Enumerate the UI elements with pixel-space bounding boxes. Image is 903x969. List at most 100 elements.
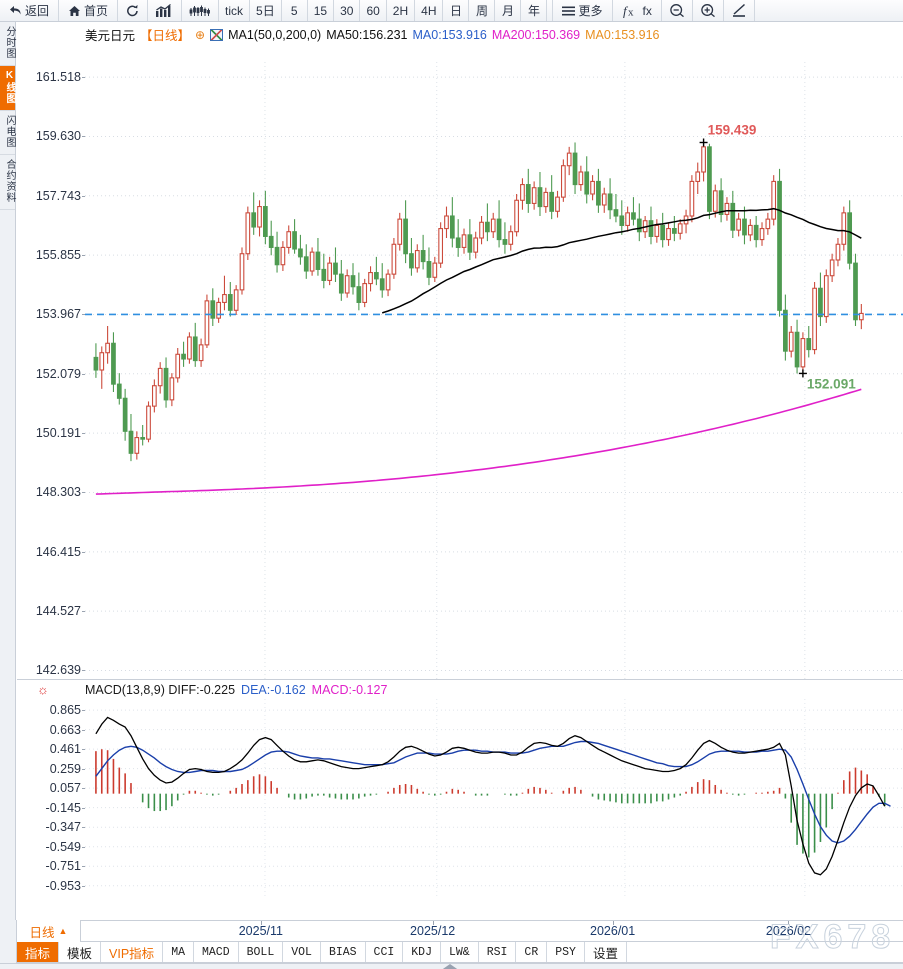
price-plot[interactable]: 159.439 152.091	[85, 42, 903, 679]
indicator-button-macd[interactable]: MACD	[194, 942, 239, 962]
indicator-button-boll[interactable]: BOLL	[239, 942, 284, 962]
macd-chart-svg	[85, 699, 903, 898]
period-year-button[interactable]: 年	[521, 0, 548, 21]
date-axis-tick: 2026/01	[590, 924, 636, 938]
macd-info-line: MACD(13,8,9) DIFF:-0.225 DEA:-0.162 MACD…	[85, 683, 387, 697]
date-tick-mark	[788, 921, 790, 925]
settings-sun-icon[interactable]: ☼	[37, 682, 49, 697]
svg-text:x: x	[628, 6, 634, 18]
period-week-button-label: 周	[475, 4, 488, 18]
period-5min-button[interactable]: 5	[281, 0, 308, 21]
zoom-in-button[interactable]	[692, 0, 724, 21]
sidebar-item-label: 合约资料	[4, 159, 15, 203]
ma-settings-icon[interactable]	[210, 28, 224, 41]
back-button-label: 返回	[25, 4, 50, 18]
period-30min-button-label: 30	[340, 3, 354, 18]
indicator-button-psy[interactable]: PSY	[547, 942, 585, 962]
macd-axis: 0.865 0.663 0.461 0.259 0.057 -0.145 -0.347 -0.…	[17, 681, 86, 920]
period-4h-button[interactable]: 4H	[415, 0, 444, 21]
tick-button[interactable]: tick	[219, 0, 251, 21]
period-15min-button[interactable]: 15	[307, 0, 335, 21]
indicator-button-rsi[interactable]: RSI	[479, 942, 517, 962]
candlestick-chart-button[interactable]	[148, 0, 183, 21]
symbol-period: 【日线】	[140, 29, 191, 43]
indicator-button-vip-[interactable]: VIP指标	[101, 942, 164, 962]
sidebar-item-2[interactable]: 闪电图	[0, 111, 15, 155]
more-button[interactable]: 更多	[553, 0, 613, 21]
indicator-button-ma[interactable]: MA	[163, 942, 194, 962]
draw-button[interactable]	[723, 0, 755, 21]
indicator-button-cr[interactable]: CR	[516, 942, 548, 962]
macd-panel: ☼ MACD(13,8,9) DIFF:-0.225 DEA:-0.162 MA…	[17, 681, 903, 920]
zoom-in-icon	[700, 3, 716, 18]
macd-axis-tick: -0.751	[45, 859, 86, 874]
indicator-button-kdj[interactable]: KDJ	[403, 942, 441, 962]
price-axis-tick: 155.855	[35, 248, 86, 263]
sidebar-item-0[interactable]: 分时图	[0, 22, 15, 66]
indicator-bar-filler	[627, 942, 903, 962]
symbol-name: 美元日元	[85, 29, 136, 43]
chart-area: 美元日元 【日线】 ⊕ MA1(50,0,200,0) MA50:156.231…	[17, 22, 903, 920]
home-button[interactable]: 首页	[59, 0, 119, 21]
svg-text:152.091: 152.091	[807, 376, 856, 391]
indicator-button--[interactable]: 模板	[59, 942, 102, 962]
left-sidebar: 分时图 K线图闪电图合约资料	[0, 22, 16, 920]
ma50-value: MA50:156.231	[326, 27, 408, 42]
more-button-label: 更多	[578, 4, 603, 18]
period-5day-button[interactable]: 5日	[250, 0, 282, 21]
bar-chart-icon	[155, 3, 174, 18]
sidebar-item-label: 闪电图	[4, 115, 15, 148]
indicator-chart-button[interactable]	[182, 0, 220, 21]
period-2h-button[interactable]: 2H	[386, 0, 416, 21]
indicator-button-label: 模板	[67, 946, 93, 961]
period-day-button[interactable]: 日	[443, 0, 470, 21]
zoom-out-button[interactable]	[661, 0, 693, 21]
macd-axis-tick: 0.663	[49, 722, 86, 737]
indicator-button-cci[interactable]: CCI	[366, 942, 404, 962]
indicator-button-label: LW&	[448, 945, 470, 959]
period-30min-button[interactable]: 30	[334, 0, 361, 21]
sidebar-item-label: 分时图	[4, 26, 15, 59]
price-axis-tick: 146.415	[35, 544, 86, 559]
macd-axis-tick: -0.145	[45, 800, 86, 815]
period-month-button[interactable]: 月	[495, 0, 522, 21]
indicator-button-vol[interactable]: VOL	[283, 942, 321, 962]
date-axis-tick: 2025/12	[410, 924, 456, 938]
period-selector-label: 日线	[29, 925, 55, 940]
function-button[interactable]: f x fx	[612, 0, 662, 21]
price-axis-tick: 148.303	[35, 485, 86, 500]
indicator-button-label: BOLL	[246, 945, 275, 959]
period-selector[interactable]: 日线 ▲	[17, 920, 81, 942]
expand-caret-icon[interactable]	[440, 964, 460, 969]
sidebar-item-3[interactable]: 合约资料	[0, 155, 15, 210]
period-week-button[interactable]: 周	[469, 0, 496, 21]
candles-icon	[189, 4, 211, 18]
caret-up-icon: ▲	[58, 926, 68, 936]
macd-macd-value: MACD:-0.127	[311, 683, 388, 697]
indicator-button-bias[interactable]: BIAS	[321, 942, 366, 962]
refresh-button[interactable]	[118, 0, 149, 21]
price-axis-tick: 150.191	[35, 426, 86, 441]
crosshair-icon[interactable]: ⊕	[195, 27, 206, 42]
date-tick-mark	[612, 921, 614, 925]
indicator-button-lw-[interactable]: LW&	[441, 942, 479, 962]
indicator-button--[interactable]: 设置	[585, 942, 627, 962]
macd-plot[interactable]	[85, 681, 903, 920]
indicator-button--[interactable]: 指标	[17, 942, 60, 962]
sidebar-item-1[interactable]: K线图	[0, 66, 15, 111]
ma0-value-b: MA0:153.916	[585, 27, 660, 42]
period-60min-button[interactable]: 60	[360, 0, 387, 21]
back-button[interactable]: 返回	[0, 0, 60, 21]
pencil-icon	[731, 3, 747, 18]
indicator-button-label: KDJ	[411, 945, 432, 959]
ma200-value: MA200:150.369	[491, 27, 581, 42]
chart-info-line: 美元日元 【日线】 ⊕ MA1(50,0,200,0) MA50:156.231…	[85, 25, 660, 44]
hamburger-icon	[562, 6, 576, 16]
indicator-button-label: VOL	[291, 945, 312, 959]
price-axis-tick: 153.967	[35, 307, 86, 322]
home-icon	[68, 5, 81, 17]
macd-dea-value: DEA:-0.162	[241, 683, 306, 697]
period-day-button-label: 日	[449, 4, 462, 18]
indicator-button-label: VIP指标	[109, 946, 155, 961]
